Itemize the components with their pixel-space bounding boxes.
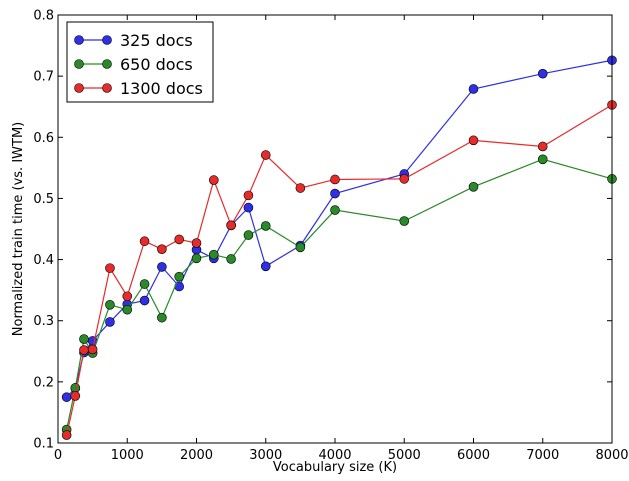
- x-tick-label: 5000: [388, 448, 421, 463]
- legend-label-1: 325 docs: [120, 31, 193, 50]
- data-point-series-3: [157, 244, 167, 254]
- legend-label-3: 1300 docs: [120, 79, 203, 98]
- data-point-series-2: [226, 254, 236, 264]
- x-tick-label: 1000: [111, 448, 144, 463]
- legend-marker-1: [74, 35, 84, 45]
- legend-marker-1b: [102, 35, 112, 45]
- data-point-series-3: [260, 150, 271, 160]
- data-point-series-3: [79, 345, 89, 355]
- data-point-series-2: [70, 383, 81, 393]
- data-point-series-3: [209, 175, 219, 185]
- data-point-series-2: [537, 154, 548, 165]
- data-point-series-3: [226, 220, 236, 231]
- data-point-series-3: [191, 238, 202, 248]
- y-tick-label: 0.6: [33, 131, 54, 146]
- x-tick-label: 7000: [526, 448, 559, 463]
- data-point-series-1: [139, 295, 150, 306]
- data-point-series-2: [191, 253, 202, 264]
- legend: 325 docs 650 docs 1300 docs: [66, 21, 214, 103]
- data-point-series-2: [79, 334, 89, 344]
- data-point-series-2: [399, 216, 410, 226]
- data-point-series-2: [139, 279, 150, 289]
- data-point-series-3: [330, 174, 340, 185]
- y-tick-label: 0.3: [33, 314, 54, 329]
- data-point-series-2: [295, 242, 306, 253]
- data-point-series-1: [537, 68, 548, 79]
- y-tick-label: 0.5: [33, 192, 54, 207]
- data-point-series-1: [468, 84, 479, 94]
- data-point-series-2: [209, 249, 219, 260]
- data-point-series-3: [139, 236, 150, 247]
- x-tick-label: 6000: [457, 448, 490, 463]
- data-point-series-1: [61, 392, 72, 402]
- data-point-series-1: [157, 262, 167, 272]
- data-point-series-2: [468, 182, 479, 192]
- data-point-series-1: [330, 188, 340, 199]
- data-point-series-1: [105, 317, 115, 327]
- x-tick-label: 2000: [180, 448, 213, 463]
- legend-box: [66, 21, 214, 103]
- data-point-series-2: [122, 304, 133, 315]
- data-point-series-2: [330, 205, 340, 215]
- legend-marker-3: [74, 83, 84, 93]
- data-point-series-3: [87, 344, 98, 355]
- x-tick-label: 4000: [318, 448, 351, 463]
- y-tick-label: 0.4: [33, 253, 54, 268]
- legend-marker-3b: [102, 83, 112, 93]
- series-layer: [61, 55, 617, 440]
- data-point-series-2: [260, 221, 271, 231]
- y-tick-label: 0.7: [33, 70, 54, 85]
- data-point-series-2: [174, 271, 184, 282]
- series-line-2: [66, 158, 613, 430]
- data-point-series-3: [61, 430, 72, 440]
- data-point-series-2: [243, 230, 254, 240]
- data-point-series-3: [174, 234, 184, 245]
- data-point-series-1: [260, 261, 271, 272]
- tick-layer: 0 1000 2000 3000 4000 5000 6000 7000 8000 0.1 0.2 0…: [33, 9, 628, 464]
- x-tick-label: 8000: [595, 448, 628, 463]
- data-point-series-3: [122, 291, 133, 302]
- x-tick-label: 0: [54, 448, 62, 463]
- data-point-series-1: [243, 202, 254, 213]
- y-axis-label: Normalized train time (vs. IWTM): [11, 122, 26, 336]
- legend-label-2: 650 docs: [120, 55, 193, 74]
- legend-marker-2: [74, 59, 84, 69]
- x-tick-label: 3000: [249, 448, 282, 463]
- data-point-series-3: [399, 174, 410, 184]
- data-point-series-3: [295, 183, 306, 193]
- y-tick-label: 0.1: [33, 437, 54, 452]
- data-point-series-3: [70, 391, 81, 401]
- data-point-series-3: [243, 190, 254, 201]
- data-point-series-3: [105, 263, 115, 273]
- y-tick-label: 0.8: [33, 9, 54, 24]
- x-axis-label: Vocabulary size (K): [273, 460, 397, 475]
- data-point-series-2: [105, 300, 115, 310]
- legend-marker-2b: [102, 59, 112, 69]
- data-point-series-3: [537, 141, 548, 152]
- series-line-3: [66, 104, 613, 436]
- y-tick-label: 0.2: [33, 375, 54, 390]
- data-point-series-3: [468, 135, 479, 146]
- data-point-series-2: [157, 312, 167, 323]
